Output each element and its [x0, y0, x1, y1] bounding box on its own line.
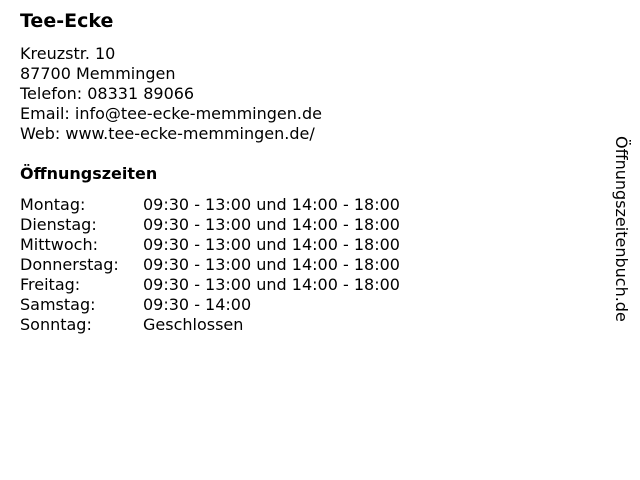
watermark: Öffnungszeitenbuch.de: [612, 136, 631, 322]
email: Email: info@tee-ecke-memmingen.de: [20, 104, 322, 123]
time: 09:30 - 13:00 und 14:00 - 18:00: [143, 255, 400, 274]
day: Sonntag:: [20, 315, 92, 334]
day: Mittwoch:: [20, 235, 98, 254]
time: 09:30 - 13:00 und 14:00 - 18:00: [143, 195, 400, 214]
time: Geschlossen: [143, 315, 244, 334]
day: Donnerstag:: [20, 255, 119, 274]
city: 87700 Memmingen: [20, 64, 176, 83]
time: 09:30 - 13:00 und 14:00 - 18:00: [143, 235, 400, 254]
street: Kreuzstr. 10: [20, 44, 116, 63]
time: 09:30 - 13:00 und 14:00 - 18:00: [143, 215, 400, 234]
hours-row: Donnerstag: 09:30 - 13:00 und 14:00 - 18:…: [20, 255, 400, 275]
day: Freitag:: [20, 275, 81, 294]
page-title: Tee-Ecke: [20, 10, 114, 32]
hours-row: Montag: 09:30 - 13:00 und 14:00 - 18:00: [20, 195, 400, 215]
day: Samstag:: [20, 295, 96, 314]
hours-row: Freitag: 09:30 - 13:00 und 14:00 - 18:00: [20, 275, 400, 295]
time: 09:30 - 13:00 und 14:00 - 18:00: [143, 275, 400, 294]
website: Web: www.tee-ecke-memmingen.de/: [20, 124, 315, 143]
phone: Telefon: 08331 89066: [20, 84, 195, 103]
hours-heading: Öffnungszeiten: [20, 164, 158, 183]
hours-row: Dienstag: 09:30 - 13:00 und 14:00 - 18:00: [20, 215, 400, 235]
hours-row: Samstag: 09:30 - 14:00: [20, 295, 400, 315]
hours-row: Mittwoch: 09:30 - 13:00 und 14:00 - 18:00: [20, 235, 400, 255]
address-block: Kreuzstr. 10 87700 Memmingen Telefon: 08…: [20, 44, 322, 144]
hours-table: Montag: 09:30 - 13:00 und 14:00 - 18:00 D…: [20, 195, 400, 335]
time: 09:30 - 14:00: [143, 295, 252, 314]
hours-row: Sonntag: Geschlossen: [20, 315, 400, 335]
day: Dienstag:: [20, 215, 97, 234]
day: Montag:: [20, 195, 86, 214]
